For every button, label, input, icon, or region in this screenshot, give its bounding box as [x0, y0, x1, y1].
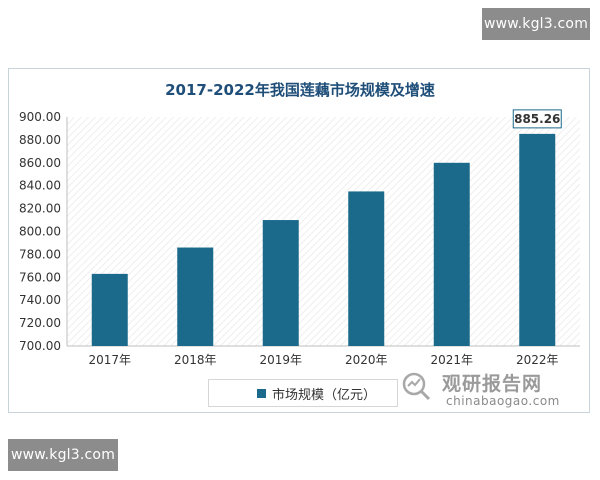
data-label: 885.26 — [514, 112, 560, 126]
watermark-top: www.kgl3.com — [482, 8, 590, 40]
y-tick-label: 780.00 — [19, 247, 61, 261]
y-tick-label: 820.00 — [19, 202, 61, 216]
x-tick-label: 2022年 — [516, 353, 559, 367]
bar-2019年 — [262, 220, 299, 346]
plot-area — [67, 117, 580, 346]
bar-2017年 — [91, 273, 128, 346]
x-tick-label: 2020年 — [345, 353, 388, 367]
chart-legend: 市场规模（亿元） — [208, 379, 398, 407]
y-tick-label: 720.00 — [19, 316, 61, 330]
legend-swatch — [257, 388, 266, 398]
y-tick-label: 840.00 — [19, 179, 61, 193]
y-tick-label: 700.00 — [19, 339, 61, 353]
y-tick-label: 760.00 — [19, 270, 61, 284]
legend-label: 市场规模（亿元） — [272, 387, 377, 403]
y-tick-label: 860.00 — [19, 156, 61, 170]
brand-watermark: 观研报告网 chinabaogao.com — [402, 367, 572, 411]
bar-2020年 — [348, 191, 385, 346]
watermark-top-text: www.kgl3.com — [483, 16, 589, 32]
bar-2018年 — [177, 247, 214, 346]
brand-logo-icon — [402, 372, 431, 401]
watermark-bottom: www.kgl3.com — [8, 439, 118, 471]
brand-name-cn: 观研报告网 — [442, 373, 543, 395]
x-tick-label: 2017年 — [88, 353, 131, 367]
bar-2022年 — [519, 133, 556, 346]
y-tick-label: 900.00 — [19, 110, 61, 124]
bar-2021年 — [433, 162, 470, 346]
y-tick-label: 740.00 — [19, 293, 61, 307]
x-tick-label: 2019年 — [259, 353, 302, 367]
x-tick-label: 2018年 — [174, 353, 217, 367]
chart-title: 2017-2022年我国莲藕市场规模及增速 — [165, 81, 435, 99]
data-label-box — [512, 109, 562, 129]
brand-name-en: chinabaogao.com — [446, 394, 560, 408]
x-tick-label: 2021年 — [430, 353, 473, 367]
watermark-bottom-text: www.kgl3.com — [10, 447, 116, 463]
y-tick-label: 880.00 — [19, 133, 61, 147]
y-tick-label: 800.00 — [19, 225, 61, 239]
